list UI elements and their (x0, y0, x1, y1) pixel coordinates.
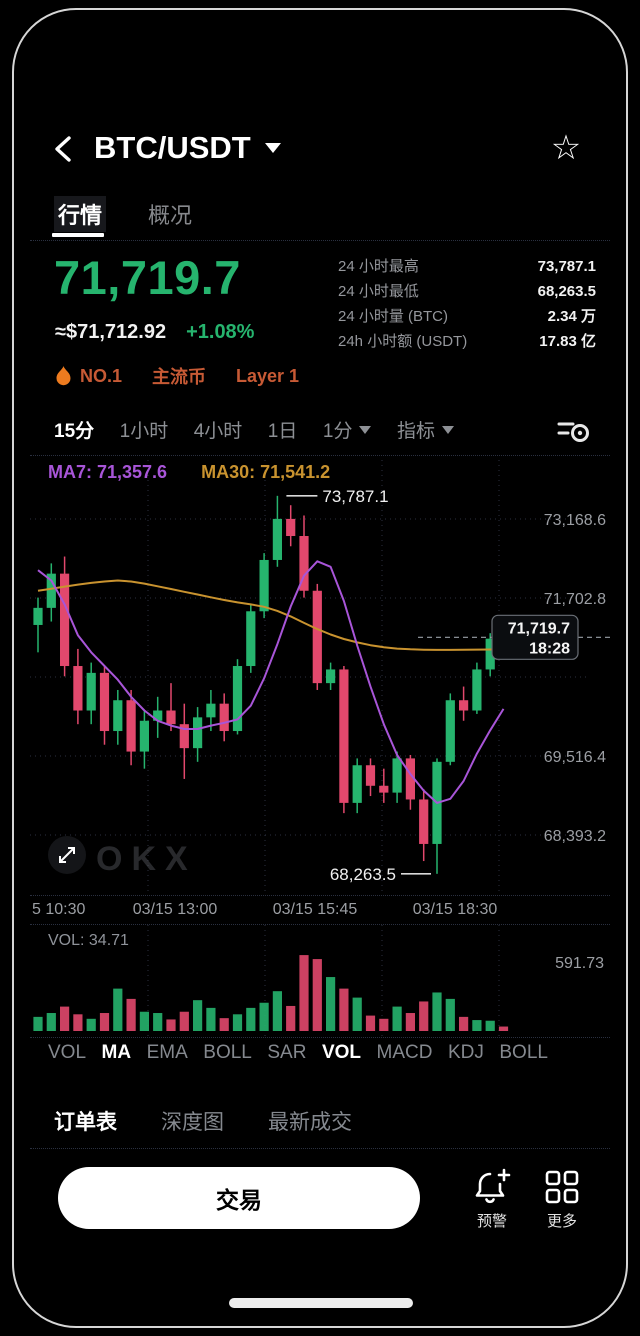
fiat-value: ≈$71,712.92 (55, 321, 167, 343)
grid-icon (532, 1164, 592, 1206)
flame-icon (56, 365, 71, 385)
last-price: 71,719.7 (54, 251, 241, 304)
svg-text:18:28: 18:28 (529, 640, 570, 657)
indicator-bar: VOL MA EMA BOLL SAR VOL MACD KDJ BOLL (48, 1042, 548, 1064)
tab-orderbook[interactable]: 订单表 (54, 1111, 117, 1134)
svg-text:68,393.2: 68,393.2 (544, 828, 606, 845)
time-axis: 5 10:30 03/15 13:00 03/15 15:45 03/15 18… (30, 895, 610, 925)
back-button[interactable] (48, 132, 82, 166)
active-tab-underline (52, 233, 104, 237)
tab-depth-chart[interactable]: 深度图 (161, 1111, 224, 1134)
category-badge[interactable]: 主流币 (152, 367, 207, 387)
indicator-boll-sub[interactable]: BOLL (499, 1042, 548, 1063)
tab-overview[interactable]: 概况 (148, 203, 193, 228)
timeframe-dropdown[interactable]: 1分 (323, 416, 372, 443)
home-indicator[interactable] (229, 1298, 413, 1308)
bell-plus-icon (462, 1164, 522, 1206)
favorite-star-icon[interactable]: ☆ (550, 129, 582, 167)
timeframe-15m[interactable]: 15分 (54, 421, 95, 442)
svg-text:71,719.7: 71,719.7 (508, 620, 570, 637)
svg-text:69,516.4: 69,516.4 (544, 749, 606, 766)
phone-frame (12, 8, 628, 1328)
expand-chart-button[interactable] (48, 836, 86, 874)
change-percent: +1.08% (186, 321, 255, 343)
rank-badge[interactable]: NO.1 (55, 365, 122, 387)
divider (30, 1148, 610, 1149)
expand-arrows-icon (59, 847, 75, 863)
more-button[interactable]: 更多 (532, 1164, 592, 1231)
ma7-label: MA7: 71,357.6 (48, 462, 168, 482)
time-tick: 5 10:30 (32, 901, 86, 918)
candlestick-svg: 73,168.6 71,702.8 69,516.4 68,393.2 73,787.1… (30, 460, 610, 892)
divider (30, 240, 610, 241)
svg-text:71,702.8: 71,702.8 (544, 591, 606, 608)
indicator-kdj[interactable]: KDJ (447, 1042, 484, 1063)
volume-svg (33, 925, 509, 1038)
tab-market[interactable]: 行情 (54, 196, 107, 232)
tab-latest-trades[interactable]: 最新成交 (268, 1111, 352, 1134)
indicator-vol-sub[interactable]: VOL (321, 1042, 362, 1063)
candlestick-chart[interactable]: 73,168.6 71,702.8 69,516.4 68,393.2 73,787.1… (30, 455, 610, 895)
indicator-vol-main[interactable]: VOL (48, 1042, 87, 1063)
indicator-ema[interactable]: EMA (146, 1042, 188, 1063)
chart-settings-icon[interactable] (556, 416, 592, 446)
timeframe-1d[interactable]: 1日 (267, 421, 298, 442)
layer-badge[interactable]: Layer 1 (236, 365, 300, 386)
indicator-macd[interactable]: MACD (376, 1042, 433, 1063)
timeframe-bar: 15分 1小时 4小时 1日 1分 指标 (54, 416, 454, 443)
more-label: 更多 (546, 1213, 577, 1230)
volume-pane[interactable]: VOL: 34.71 591.73 (30, 925, 610, 1038)
svg-text:68,263.5: 68,263.5 (330, 865, 396, 884)
volume-scale-label: 591.73 (555, 955, 604, 972)
orderbook-tabs: 订单表 深度图 最新成交 (54, 1106, 352, 1136)
price-subrow: ≈$71,712.92 +1.08% (55, 321, 254, 344)
time-tick: 03/15 15:45 (272, 901, 358, 918)
indicator-sar[interactable]: SAR (267, 1042, 307, 1063)
alert-label: 预警 (476, 1213, 507, 1230)
page-title: BTC/USDT (94, 130, 251, 165)
time-tick: 03/15 18:30 (412, 901, 498, 918)
stat-row-high: 24 小时最高 73,787.1 (338, 258, 596, 275)
stat-row-turnover-usdt: 24h 小时额 (USDT) 17.83 亿 (338, 333, 596, 350)
pair-selector[interactable]: BTC/USDT (94, 130, 281, 166)
stat-row-volume-btc: 24 小时量 (BTC) 2.34 万 (338, 308, 596, 325)
chevron-down-icon (264, 143, 281, 153)
volume-current-label: VOL: 34.71 (48, 932, 129, 949)
svg-text:73,168.6: 73,168.6 (544, 512, 606, 529)
trade-button[interactable]: 交易 (58, 1167, 420, 1229)
ma-legend: MA7: 71,357.6 MA30: 71,541.2 (48, 462, 330, 483)
ma30-label: MA30: 71,541.2 (201, 462, 331, 482)
timeframe-4h[interactable]: 4小时 (193, 421, 243, 442)
indicator-ma[interactable]: MA (101, 1042, 132, 1063)
timeframe-1h[interactable]: 1小时 (119, 421, 169, 442)
chevron-down-icon (441, 425, 454, 434)
okx-watermark: OKX (96, 840, 197, 878)
stats-panel: 24 小时最高 73,787.1 24 小时最低 68,263.5 24 小时量… (338, 254, 596, 354)
top-tabs: 行情 概况 (54, 196, 196, 232)
price-alert-button[interactable]: 预警 (462, 1164, 522, 1231)
svg-text:73,787.1: 73,787.1 (322, 487, 388, 506)
time-tick: 03/15 13:00 (132, 901, 218, 918)
token-badges: NO.1 主流币 Layer 1 (55, 363, 299, 389)
indicator-boll-main[interactable]: BOLL (203, 1042, 252, 1063)
stat-row-low: 24 小时最低 68,263.5 (338, 283, 596, 300)
chevron-down-icon (359, 425, 372, 434)
indicator-dropdown[interactable]: 指标 (397, 416, 454, 443)
